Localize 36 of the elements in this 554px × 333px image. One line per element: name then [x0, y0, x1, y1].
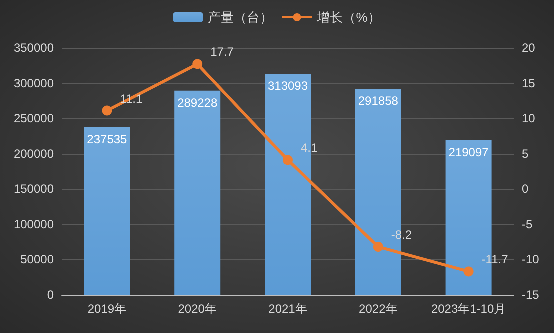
y2-tick-label: -15	[522, 288, 540, 302]
legend-label: 产量（台）	[208, 10, 274, 25]
y2-tick-label: 10	[522, 112, 536, 126]
bar	[174, 90, 221, 295]
y2-tick-label: 0	[522, 182, 529, 196]
y-tick-label: 200000	[14, 146, 54, 161]
y-tick-label: 300000	[14, 76, 54, 90]
point	[464, 266, 474, 277]
legend-label: 增长（%）	[316, 10, 381, 25]
y-tick-label: 250000	[14, 112, 54, 126]
data-label: 313093	[268, 79, 308, 94]
y2-tick-label: -5	[522, 217, 533, 232]
data-label: 289228	[178, 96, 218, 110]
data-label: 237535	[87, 132, 128, 146]
y2-tick-label: 5	[522, 146, 529, 161]
y-tick-label: 50000	[20, 252, 54, 267]
point	[102, 106, 112, 116]
point	[373, 242, 384, 252]
data-label: 291858	[358, 94, 399, 108]
x-tick-label: 2019年	[88, 302, 127, 316]
y2-tick-label: 20	[522, 41, 536, 55]
bar	[84, 127, 130, 295]
x-tick-label: 2020年	[178, 302, 217, 316]
x-tick-label: 2023年1-10月	[431, 302, 506, 316]
x-tick-label: 2021年	[268, 302, 308, 316]
y-tick-label: 100000	[14, 217, 54, 232]
y-tick-label: 0	[47, 288, 54, 302]
point	[283, 155, 293, 166]
y-tick-label: 350000	[14, 41, 54, 55]
y2-tick-label: -10	[522, 252, 540, 267]
data-label: 219097	[448, 145, 490, 160]
y-tick-label: 150000	[14, 182, 54, 196]
point	[192, 59, 203, 70]
x-tick-label: 2022年	[359, 302, 398, 316]
y2-tick-label: 15	[522, 76, 536, 90]
data-label: 17.7	[210, 45, 234, 60]
